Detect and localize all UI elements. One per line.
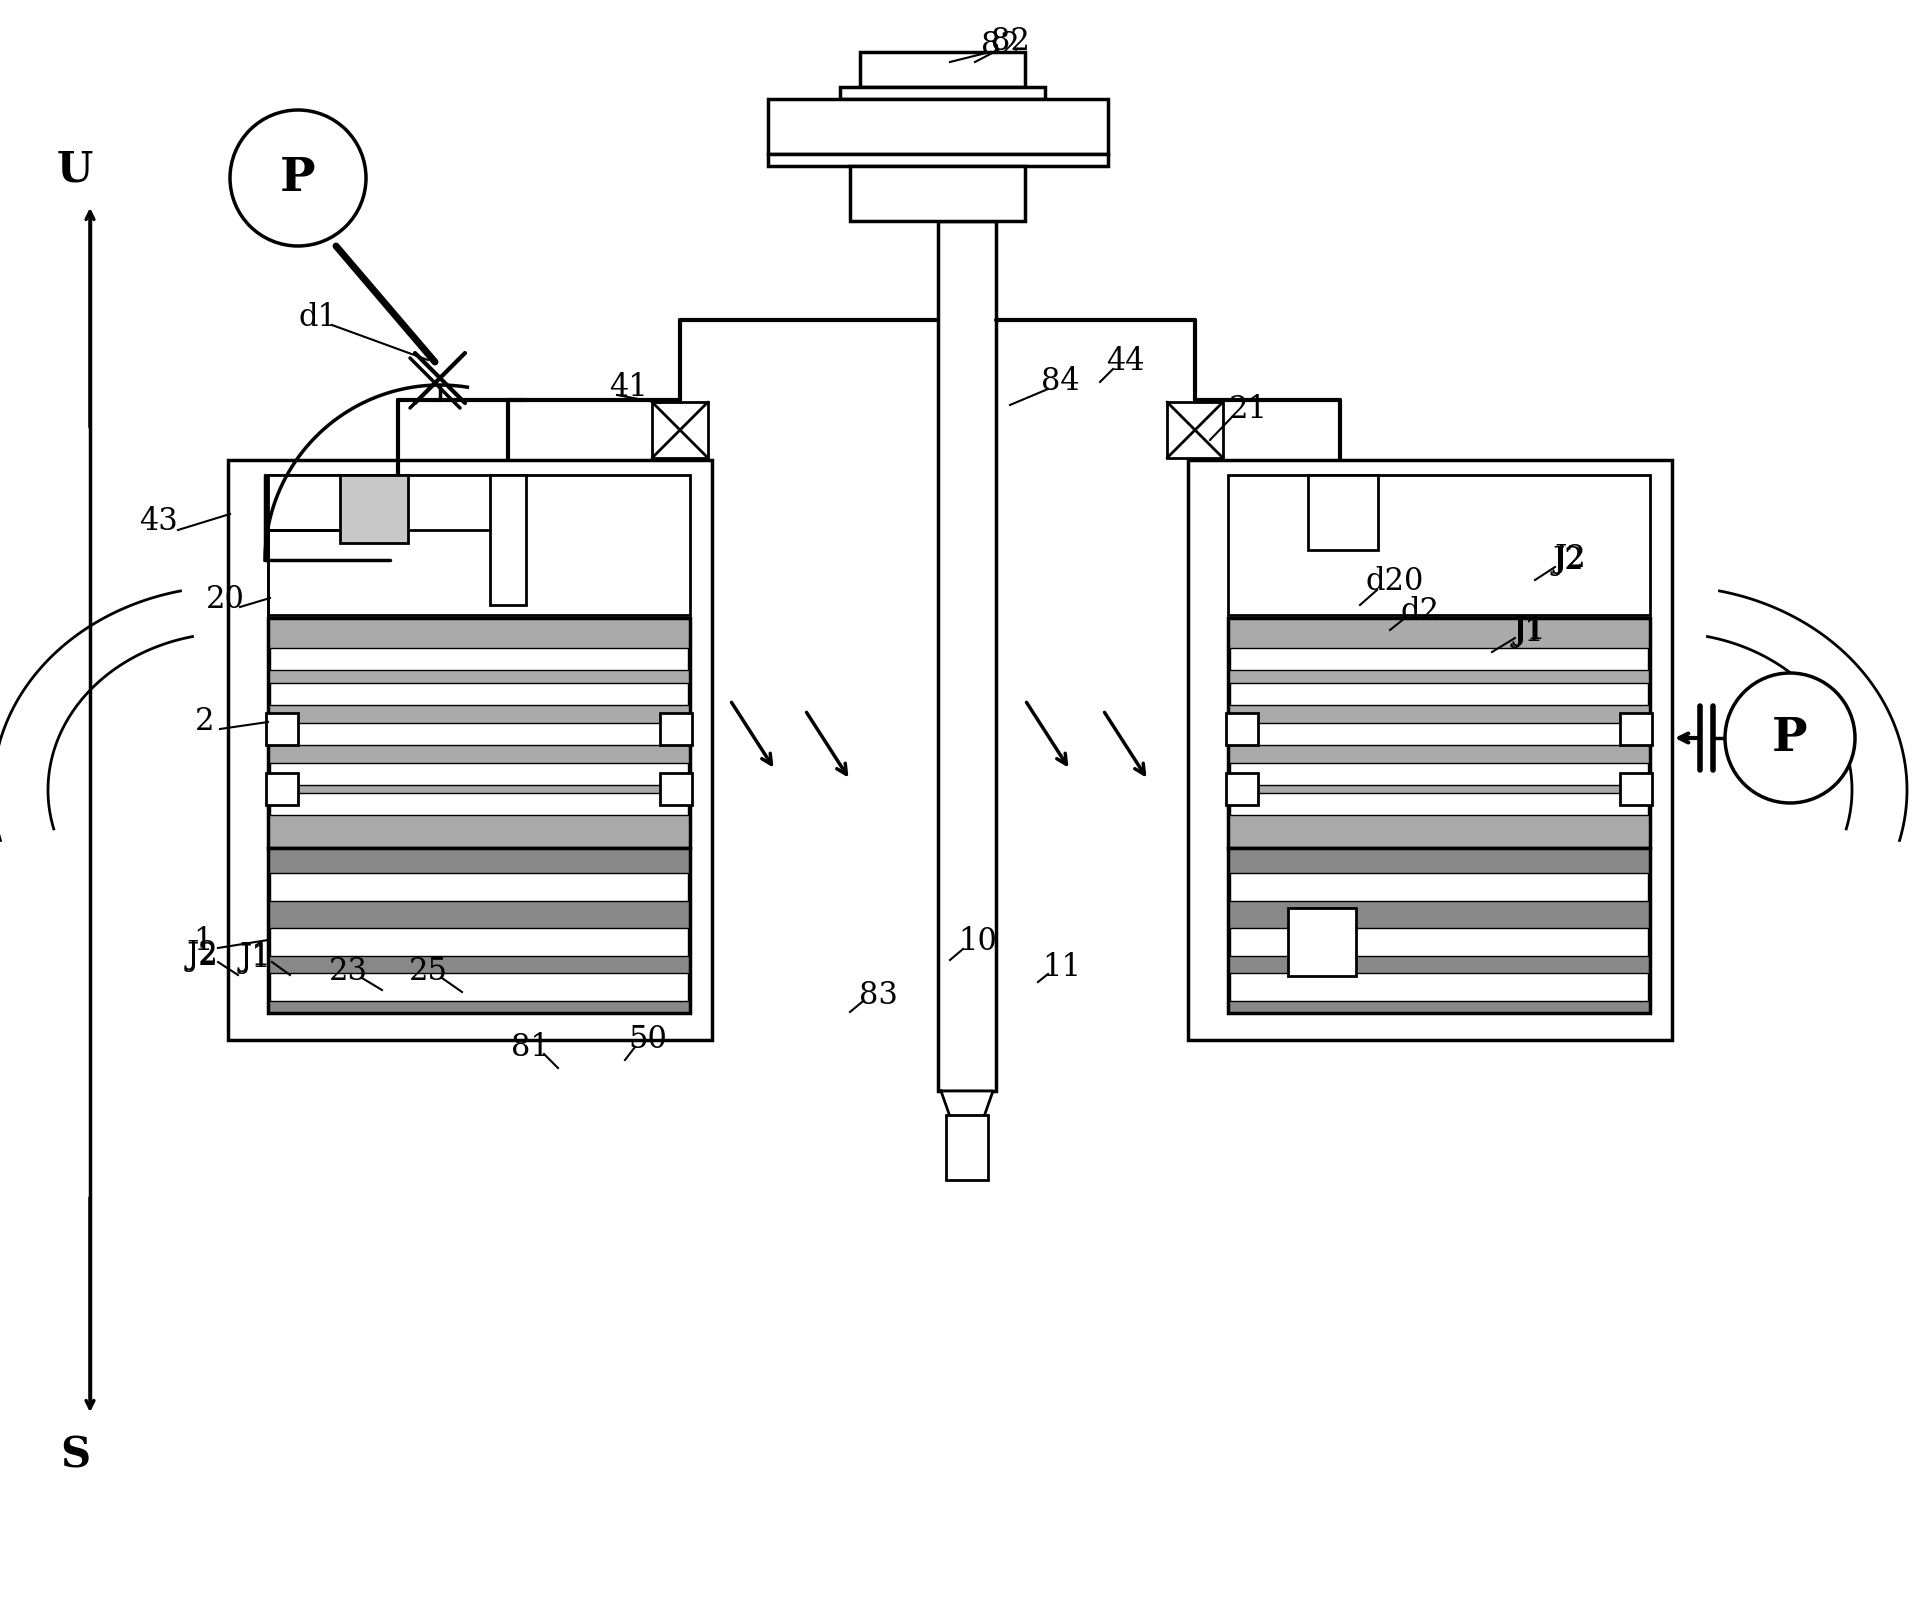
Bar bbox=[271, 974, 687, 1001]
Text: 43: 43 bbox=[138, 506, 177, 537]
Bar bbox=[271, 794, 687, 815]
Text: J2: J2 bbox=[186, 940, 217, 972]
Text: P: P bbox=[1772, 716, 1809, 761]
Bar bbox=[841, 88, 1044, 99]
Text: J2: J2 bbox=[1553, 542, 1586, 573]
Bar bbox=[860, 52, 1025, 88]
Text: 2: 2 bbox=[196, 706, 215, 737]
Text: d2: d2 bbox=[1400, 597, 1440, 628]
Bar bbox=[1231, 648, 1647, 670]
Bar bbox=[1620, 773, 1651, 805]
Bar bbox=[267, 712, 298, 745]
Text: 82: 82 bbox=[991, 26, 1029, 57]
Text: 25: 25 bbox=[409, 956, 447, 987]
Bar bbox=[271, 648, 687, 670]
Text: 44: 44 bbox=[1106, 346, 1144, 378]
Bar bbox=[1231, 683, 1647, 704]
Text: S: S bbox=[60, 1435, 90, 1475]
Bar bbox=[340, 476, 407, 544]
Bar bbox=[269, 618, 689, 847]
Bar bbox=[768, 154, 1108, 166]
Bar bbox=[271, 873, 687, 901]
Bar bbox=[228, 459, 712, 1040]
Bar bbox=[1229, 847, 1649, 1013]
Bar bbox=[1229, 476, 1649, 615]
Text: J1: J1 bbox=[240, 943, 271, 974]
Text: 84: 84 bbox=[1041, 367, 1079, 398]
Polygon shape bbox=[941, 1091, 993, 1165]
Text: J1: J1 bbox=[1515, 615, 1546, 646]
Circle shape bbox=[1724, 674, 1855, 803]
Text: d1: d1 bbox=[298, 302, 338, 333]
Text: 82: 82 bbox=[981, 29, 1020, 60]
Text: d20: d20 bbox=[1365, 566, 1425, 597]
Bar bbox=[1227, 773, 1258, 805]
Text: J2: J2 bbox=[1551, 544, 1584, 576]
Bar bbox=[1231, 722, 1647, 745]
Text: 21: 21 bbox=[1229, 394, 1267, 425]
Text: J1: J1 bbox=[240, 940, 271, 972]
Text: 83: 83 bbox=[858, 980, 897, 1011]
Bar bbox=[660, 773, 691, 805]
Text: U: U bbox=[58, 149, 94, 192]
Bar bbox=[271, 763, 687, 786]
Circle shape bbox=[230, 110, 367, 247]
Text: 81: 81 bbox=[511, 1032, 549, 1063]
Text: 23: 23 bbox=[328, 956, 367, 987]
Text: P: P bbox=[280, 156, 315, 201]
Text: 20: 20 bbox=[205, 584, 244, 615]
Bar bbox=[1308, 476, 1379, 550]
Text: J2: J2 bbox=[186, 940, 217, 971]
Bar bbox=[660, 712, 691, 745]
Bar bbox=[768, 99, 1108, 154]
Bar bbox=[1167, 403, 1223, 458]
Bar bbox=[653, 403, 708, 458]
Bar bbox=[939, 221, 996, 1091]
Bar bbox=[1231, 794, 1647, 815]
Text: J1: J1 bbox=[1513, 617, 1544, 648]
Bar bbox=[1188, 459, 1672, 1040]
Bar bbox=[271, 928, 687, 956]
Bar bbox=[1231, 763, 1647, 786]
Bar bbox=[947, 1115, 989, 1180]
Bar bbox=[1620, 712, 1651, 745]
Text: 1: 1 bbox=[194, 927, 213, 958]
Bar bbox=[1227, 712, 1258, 745]
Text: 11: 11 bbox=[1043, 953, 1081, 984]
Bar bbox=[1231, 928, 1647, 956]
Bar bbox=[1288, 907, 1356, 975]
Bar bbox=[271, 722, 687, 745]
Text: 50: 50 bbox=[628, 1024, 668, 1055]
Bar bbox=[1231, 974, 1647, 1001]
Text: 10: 10 bbox=[958, 927, 996, 958]
Bar bbox=[267, 773, 298, 805]
Bar bbox=[269, 476, 397, 531]
Bar bbox=[490, 476, 526, 605]
Bar bbox=[1231, 873, 1647, 901]
Bar bbox=[271, 683, 687, 704]
Bar bbox=[1229, 618, 1649, 847]
Bar bbox=[851, 166, 1025, 221]
Bar bbox=[269, 476, 689, 615]
Text: 41: 41 bbox=[609, 373, 647, 404]
Bar bbox=[269, 847, 689, 1013]
